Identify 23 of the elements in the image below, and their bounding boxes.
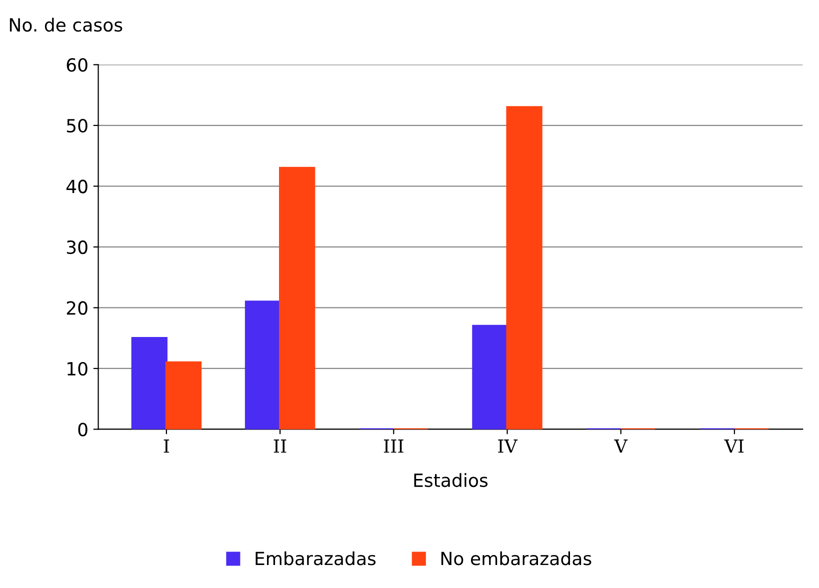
x-tick-label: VI (724, 440, 744, 453)
x-axis-title: Estadios (414, 473, 488, 488)
bar (131, 337, 168, 430)
bar (506, 106, 542, 430)
x-tick-label: I (164, 440, 170, 453)
y-tick-label: 20 (66, 301, 88, 315)
y-tick-label: 40 (66, 180, 88, 194)
bar (165, 361, 202, 430)
x-tick-label: IV (498, 440, 518, 453)
x-tick-label: V (614, 440, 628, 453)
bar (472, 324, 508, 430)
x-tick-label: III (384, 440, 404, 453)
y-tick-label: 30 (66, 240, 88, 254)
y-tick-label: 60 (66, 58, 88, 72)
y-tick-label: 0 (78, 422, 88, 436)
bar (279, 166, 316, 430)
legend-label: No embarazadas (441, 551, 592, 566)
y-tick-label: 50 (66, 118, 88, 133)
x-tick-label: II (274, 440, 286, 453)
y-axis-title: No. de casos (10, 18, 122, 32)
bar (244, 300, 282, 430)
legend-label: Embarazadas (256, 551, 376, 566)
y-tick-label: 10 (68, 362, 88, 376)
